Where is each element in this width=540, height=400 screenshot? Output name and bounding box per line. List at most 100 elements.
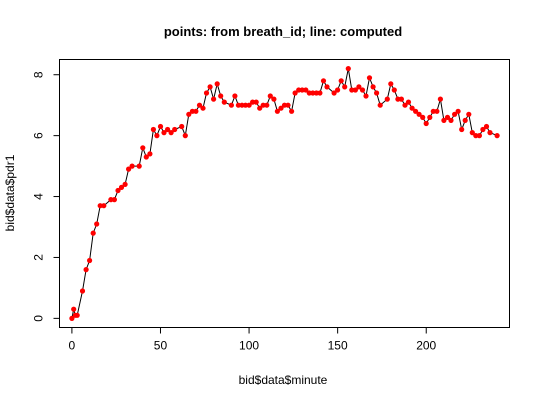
data-point — [462, 117, 468, 123]
data-point — [391, 87, 397, 93]
data-point — [260, 102, 266, 108]
data-point — [253, 99, 259, 105]
data-point — [235, 102, 241, 108]
data-point — [168, 130, 174, 136]
data-point — [483, 123, 490, 130]
data-point — [211, 96, 217, 102]
y-tick-label: 6 — [32, 132, 46, 139]
data-point — [437, 96, 443, 102]
data-point — [118, 184, 125, 190]
data-point — [69, 315, 75, 321]
data-point — [278, 105, 284, 111]
data-point — [292, 90, 298, 96]
data-point — [363, 93, 369, 99]
data-point — [402, 102, 408, 108]
data-point — [218, 93, 224, 99]
data-point — [271, 96, 277, 102]
data-point — [165, 126, 171, 133]
data-point — [434, 108, 440, 114]
data-point — [71, 306, 77, 312]
data-point — [136, 163, 142, 169]
data-point — [452, 111, 458, 117]
data-point — [157, 123, 164, 130]
data-point — [126, 166, 132, 172]
data-point — [469, 130, 475, 136]
data-point — [79, 288, 86, 294]
data-points-layer — [69, 66, 500, 321]
data-point — [388, 81, 394, 87]
y-tick-label: 4 — [32, 193, 46, 200]
data-point — [97, 203, 103, 209]
data-point — [444, 114, 451, 120]
data-point — [94, 221, 100, 227]
data-point — [352, 87, 358, 93]
data-point — [466, 111, 472, 117]
data-point — [303, 87, 309, 93]
data-point — [359, 87, 366, 93]
data-point — [487, 130, 493, 136]
data-point — [246, 102, 252, 108]
data-point — [420, 114, 426, 120]
data-point — [480, 126, 486, 133]
data-point — [427, 114, 433, 120]
data-point — [179, 123, 185, 130]
data-point — [289, 108, 295, 114]
data-point — [274, 108, 280, 114]
data-point — [200, 105, 206, 111]
data-point — [143, 154, 149, 160]
data-point — [366, 75, 373, 81]
chart-title: points: from breath_id; line: computed — [164, 24, 402, 39]
data-point — [257, 105, 263, 111]
data-point — [398, 96, 404, 102]
data-point — [409, 105, 415, 111]
data-point — [74, 312, 80, 318]
data-point — [324, 84, 330, 90]
data-point — [335, 87, 341, 93]
data-point — [147, 151, 153, 157]
data-point — [161, 130, 167, 136]
data-point — [207, 84, 213, 90]
x-tick-label: 150 — [328, 339, 348, 353]
data-point — [473, 133, 479, 139]
data-point — [405, 99, 412, 105]
data-point — [150, 126, 156, 133]
y-tick-label: 2 — [32, 254, 46, 261]
data-point — [356, 84, 362, 90]
data-point — [172, 126, 178, 133]
data-point — [342, 84, 348, 90]
data-point — [101, 203, 107, 209]
data-point — [122, 181, 128, 187]
data-point — [423, 120, 429, 127]
data-point — [221, 99, 227, 105]
data-point — [203, 90, 210, 96]
data-point — [232, 93, 238, 99]
data-point — [430, 108, 436, 114]
data-point — [242, 102, 249, 108]
y-axis-label: bid$data$pdr1 — [3, 154, 17, 231]
x-axis-label: bid$data$minute — [239, 373, 328, 387]
x-tick-label: 200 — [416, 339, 436, 353]
data-point — [455, 108, 461, 114]
data-point — [193, 108, 199, 114]
data-point — [196, 102, 203, 108]
data-point — [90, 230, 96, 236]
data-point — [129, 163, 135, 169]
data-point — [264, 102, 270, 108]
x-tick-label: 0 — [69, 339, 76, 353]
x-tick-label: 50 — [154, 339, 168, 353]
data-point — [299, 87, 305, 93]
x-tick-label: 100 — [239, 339, 259, 353]
y-axis: 0 2 4 6 8 — [32, 71, 60, 322]
y-tick-label: 0 — [32, 315, 46, 322]
data-point — [87, 257, 93, 264]
data-point — [494, 133, 500, 139]
data-point — [310, 90, 316, 96]
data-point — [384, 96, 390, 102]
data-point — [250, 99, 256, 105]
data-point — [448, 117, 454, 123]
data-point — [416, 111, 422, 117]
data-point — [441, 117, 447, 123]
data-point — [349, 87, 355, 93]
data-point — [111, 197, 117, 203]
